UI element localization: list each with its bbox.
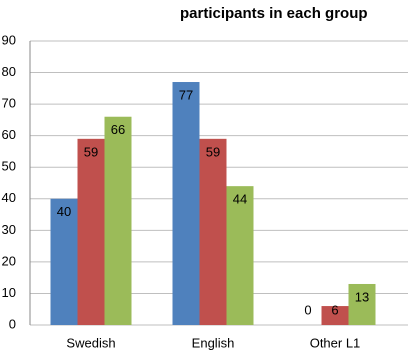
bar	[50, 198, 78, 325]
data-label: 66	[111, 122, 125, 137]
y-tick-label: 20	[2, 253, 16, 268]
data-label: 0	[304, 302, 311, 317]
bar	[321, 306, 349, 325]
y-tick-label: 0	[9, 316, 16, 331]
y-tick-label: 40	[2, 190, 16, 205]
y-tick-label: 80	[2, 64, 16, 79]
data-label: 59	[206, 144, 220, 159]
x-tick-label: English	[192, 335, 235, 350]
x-tick-label: Swedish	[66, 335, 115, 350]
data-label: 77	[179, 87, 193, 102]
y-tick-label: 10	[2, 285, 16, 300]
bar	[199, 138, 227, 325]
y-tick-label: 30	[2, 222, 16, 237]
data-label: 44	[233, 192, 247, 207]
bar	[172, 82, 200, 326]
y-tick-label: 60	[2, 127, 16, 142]
data-label: 6	[331, 302, 338, 317]
y-tick-label: 90	[2, 32, 16, 47]
x-tick-label: Other L1	[310, 335, 361, 350]
data-label: 40	[57, 204, 71, 219]
bar	[226, 186, 254, 325]
data-label: 13	[355, 289, 369, 304]
bar	[348, 283, 376, 325]
chart-title: participants in each group	[180, 5, 368, 22]
bar	[77, 138, 105, 325]
data-label: 59	[84, 144, 98, 159]
y-tick-label: 50	[2, 159, 16, 174]
y-tick-label: 70	[2, 96, 16, 111]
bar	[104, 116, 132, 325]
